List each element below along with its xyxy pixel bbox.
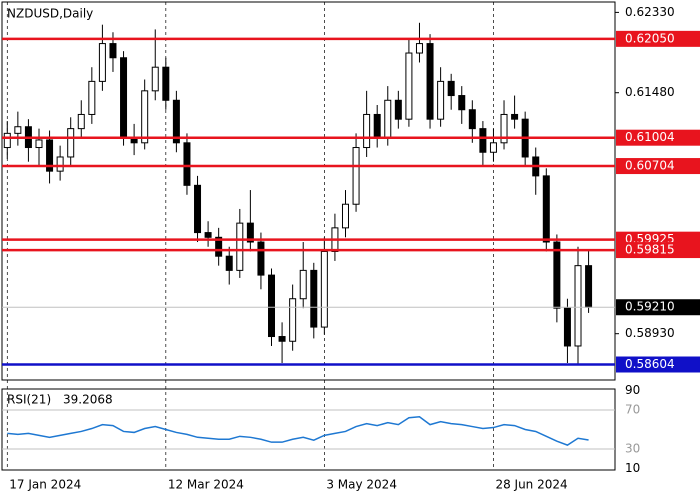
level-box — [616, 129, 700, 146]
x-tick-label: 17 Jan 2024 — [9, 478, 81, 492]
candle-body — [172, 99, 180, 144]
y-tick-label: 0.58930 — [625, 326, 675, 340]
candle-body — [141, 90, 149, 144]
candle-body — [363, 113, 371, 149]
level-label: 0.62050 — [625, 31, 675, 45]
candle-body — [98, 43, 106, 82]
candle-body — [194, 184, 202, 234]
candle-body — [415, 43, 423, 54]
candle-body — [500, 113, 508, 144]
level-box — [616, 356, 700, 373]
current-price-box — [616, 299, 700, 316]
candle-body — [289, 298, 297, 342]
candle-body — [14, 126, 22, 134]
candle-body — [458, 95, 466, 111]
candle-body — [204, 232, 212, 238]
rsi-tick-label: 70 — [625, 402, 640, 416]
x-tick-label: 28 Jun 2024 — [495, 478, 567, 492]
candle-body — [405, 52, 413, 120]
candle-body — [120, 57, 128, 139]
candle-body — [257, 241, 265, 276]
candle-body — [320, 250, 328, 328]
candle-body — [215, 236, 223, 257]
candle-body — [479, 128, 487, 153]
level-box — [616, 158, 700, 175]
rsi-tick-label: 90 — [625, 383, 640, 397]
level-label: 0.61004 — [625, 130, 675, 144]
candle-body — [151, 66, 159, 92]
candle-body — [225, 255, 233, 271]
level-box — [616, 242, 700, 259]
candle-body — [299, 269, 307, 300]
candle-body — [246, 222, 254, 243]
candle-body — [384, 99, 392, 139]
candle-body — [574, 265, 582, 347]
y-tick-label: 0.62330 — [625, 5, 675, 19]
candle-body — [162, 66, 170, 101]
candle-body — [373, 113, 381, 139]
candle-body — [46, 139, 54, 172]
candle-body — [3, 132, 11, 149]
candle-body — [236, 222, 244, 271]
candle-body — [352, 147, 360, 205]
x-tick-label: 12 Mar 2024 — [168, 478, 244, 492]
candle-body — [77, 113, 85, 130]
candle-body — [268, 274, 276, 338]
candle-body — [511, 113, 519, 120]
chart-title: NZDUSD,Daily — [7, 7, 93, 21]
level-label: 0.58604 — [625, 357, 675, 371]
y-tick-label: 0.61480 — [625, 85, 675, 99]
candle-body — [310, 269, 318, 328]
candle-body — [394, 99, 402, 120]
level-label: 0.60704 — [625, 159, 675, 173]
main-frame — [1, 1, 616, 381]
candle-body — [437, 80, 445, 120]
candle-body — [563, 307, 571, 347]
level-box — [616, 30, 700, 47]
rsi-tick-label: 10 — [625, 461, 640, 475]
candle-body — [426, 43, 434, 120]
level-label: 0.59815 — [625, 243, 675, 257]
rsi-title: RSI(21) — [7, 393, 51, 407]
candle-body — [109, 43, 117, 59]
candle-body — [489, 142, 497, 153]
candle-body — [585, 265, 593, 308]
candle-body — [35, 139, 43, 149]
candle-body — [468, 109, 476, 130]
rsi-value: 39.2068 — [63, 393, 113, 407]
candle-body — [67, 128, 75, 158]
candle-body — [341, 203, 349, 229]
candle-body — [553, 241, 561, 309]
candle-body — [88, 80, 96, 115]
rsi-line — [7, 416, 589, 446]
rsi-frame — [1, 388, 616, 471]
x-tick-label: 3 May 2024 — [326, 478, 397, 492]
candle-body — [56, 156, 64, 172]
candle-body — [447, 80, 455, 97]
current-price-label: 0.59210 — [625, 300, 675, 314]
candle-body — [183, 142, 191, 186]
rsi-tick-label: 30 — [625, 442, 640, 456]
candle-body — [278, 336, 286, 342]
candle-body — [542, 175, 550, 243]
